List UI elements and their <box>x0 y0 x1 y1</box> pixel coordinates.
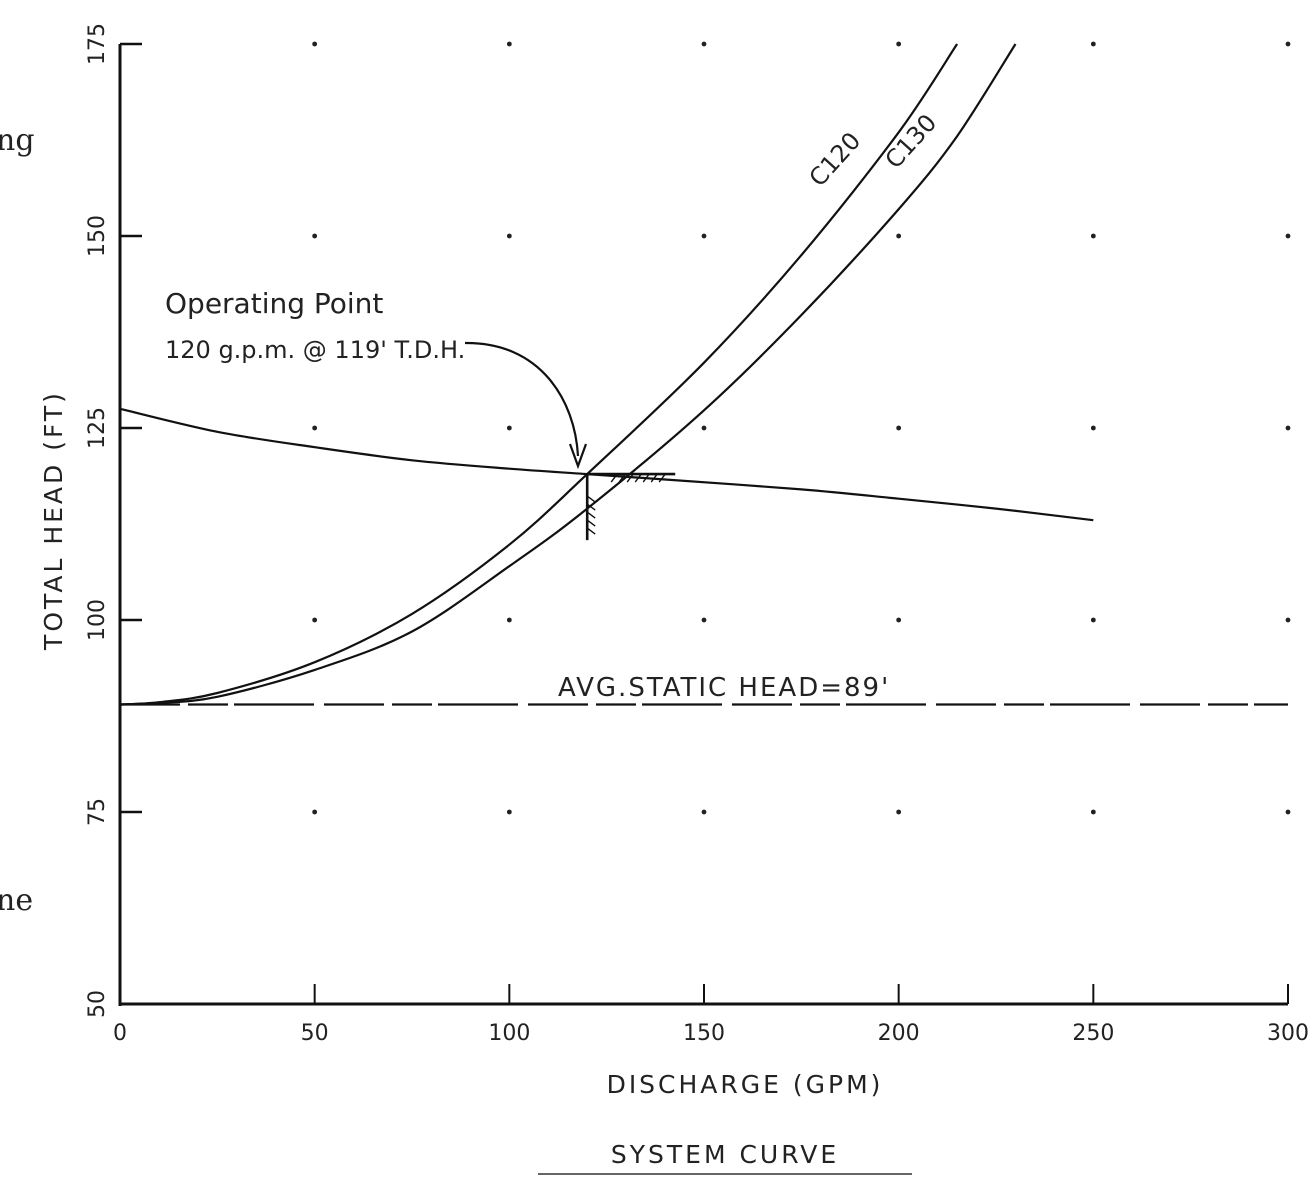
grid-dot <box>506 425 512 431</box>
grid-dot <box>701 425 707 431</box>
grid-dot <box>1090 233 1096 239</box>
grid-dot <box>896 617 902 623</box>
operating-point-marker <box>585 472 676 541</box>
op-hatch <box>610 473 618 483</box>
grid-dot <box>896 233 902 239</box>
grid-dot <box>1090 425 1096 431</box>
grid-dot <box>1285 809 1291 815</box>
left-edge-fragment-top: ng <box>0 123 35 158</box>
operating-point-label: Operating Point <box>165 287 383 320</box>
grid-dot <box>506 41 512 47</box>
op-hatch <box>626 473 634 483</box>
x-tick-label: 200 <box>878 1021 920 1046</box>
op-hatch <box>658 473 666 483</box>
axes-frame <box>118 44 1288 1006</box>
op-hatch <box>634 473 642 483</box>
curve-c120 <box>119 43 959 706</box>
grid-dot <box>506 617 512 623</box>
op-hatch <box>586 511 596 519</box>
x-tick-label: 50 <box>301 1021 329 1046</box>
static-head-label: AVG.STATIC HEAD=89' <box>558 673 890 703</box>
curve-c130 <box>119 43 1017 706</box>
grid-dot <box>312 617 318 623</box>
y-tick-label: 50 <box>85 990 110 1018</box>
grid-dot <box>312 425 318 431</box>
operating-point-detail: 120 g.p.m. @ 119' T.D.H. <box>165 336 465 364</box>
grid-dot <box>701 41 707 47</box>
y-tick-label: 75 <box>85 798 110 826</box>
x-tick-label: 150 <box>683 1021 725 1046</box>
op-hatch <box>586 527 596 535</box>
grid-dot <box>1285 617 1291 623</box>
op-hatch <box>650 473 658 483</box>
curves <box>119 43 1288 706</box>
grid-dot <box>312 233 318 239</box>
chart-title: SYSTEM CURVE <box>611 1140 839 1169</box>
y-axis-title: TOTAL HEAD (FT) <box>39 390 68 651</box>
grid-dot <box>506 809 512 815</box>
grid-dot <box>701 809 707 815</box>
grid-dot <box>506 233 512 239</box>
op-hatch <box>618 473 626 483</box>
grid-dots <box>312 41 1291 815</box>
op-hatch <box>586 495 596 503</box>
grid-dot <box>896 425 902 431</box>
curve-pump <box>119 407 1094 522</box>
x-axis-ticks: 0 50 100 150 200 250 300 <box>113 984 1309 1046</box>
series-label-c120: C120 <box>804 127 867 192</box>
op-hatch <box>642 473 650 483</box>
operating-point-arrowhead <box>568 443 588 470</box>
left-edge-fragment-bottom: ne <box>0 883 33 918</box>
y-tick-label: 175 <box>85 23 110 65</box>
x-tick-label: 300 <box>1267 1021 1309 1046</box>
x-tick-label: 100 <box>488 1021 530 1046</box>
op-hatch <box>586 519 596 527</box>
x-tick-label: 250 <box>1072 1021 1114 1046</box>
grid-dot <box>1090 41 1096 47</box>
grid-dot <box>1285 425 1291 431</box>
grid-dot <box>1090 809 1096 815</box>
y-tick-label: 125 <box>85 407 110 449</box>
grid-dot <box>701 233 707 239</box>
grid-dot <box>1285 41 1291 47</box>
grid-dot <box>701 617 707 623</box>
grid-dot <box>312 41 318 47</box>
grid-dot <box>312 809 318 815</box>
grid-dot <box>1285 233 1291 239</box>
grid-dot <box>896 41 902 47</box>
x-axis-title: DISCHARGE (GPM) <box>607 1070 884 1099</box>
y-tick-label: 150 <box>85 215 110 257</box>
series-label-c130: C130 <box>880 109 943 174</box>
x-tick-label: 0 <box>113 1021 127 1046</box>
operating-point-arrow <box>464 341 580 457</box>
y-axis-ticks: 50 75 100 125 150 175 <box>85 23 142 1018</box>
grid-dot <box>1090 617 1096 623</box>
y-tick-label: 100 <box>85 599 110 641</box>
op-hatch <box>586 503 596 511</box>
grid-dot <box>896 809 902 815</box>
